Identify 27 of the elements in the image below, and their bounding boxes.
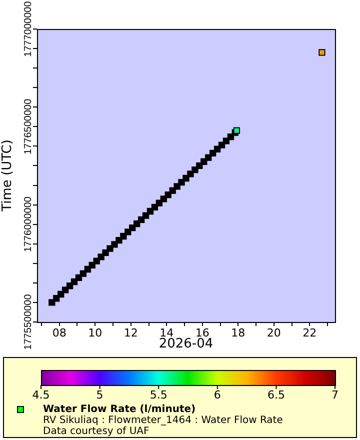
x-tick-label: 22 [302, 326, 317, 340]
color-bar-label: 6.5 [267, 388, 285, 402]
color-bar-label: 7 [332, 388, 338, 402]
y-tick-label: 1777000000 [23, 0, 34, 57]
point [142, 212, 150, 219]
point [62, 286, 69, 294]
color-bar-label: 5.5 [150, 388, 168, 402]
x-tick-label: 08 [52, 326, 66, 340]
text: RV Sikuliaq : Flowmeter_1464 : Water Flow Rate [43, 415, 283, 426]
y-tick-label: 1776500000 [23, 98, 34, 154]
point [160, 196, 167, 202]
text: Data courtesy of UAF [43, 426, 150, 437]
point [80, 270, 87, 277]
x-tick-label: 10 [88, 326, 102, 340]
x-tick-label: 18 [231, 326, 246, 340]
x-tick-label: 20 [266, 326, 281, 340]
color-bar-title: Water Flow Rate (l/minute) [43, 404, 196, 415]
y-axis-title: Time (UTC) [0, 140, 16, 212]
color-bar-label: 6 [214, 388, 221, 402]
x-tick-label: 12 [124, 326, 138, 340]
y-tick-label: 1776000000 [23, 196, 34, 252]
x-axis-title: 2026-04 [158, 336, 214, 352]
color-bar-label: 4.5 [32, 388, 50, 402]
y-tick-label: 1775500000 [23, 294, 34, 350]
color-bar-label: 5 [96, 388, 104, 402]
point [222, 138, 230, 144]
point [318, 49, 326, 56]
